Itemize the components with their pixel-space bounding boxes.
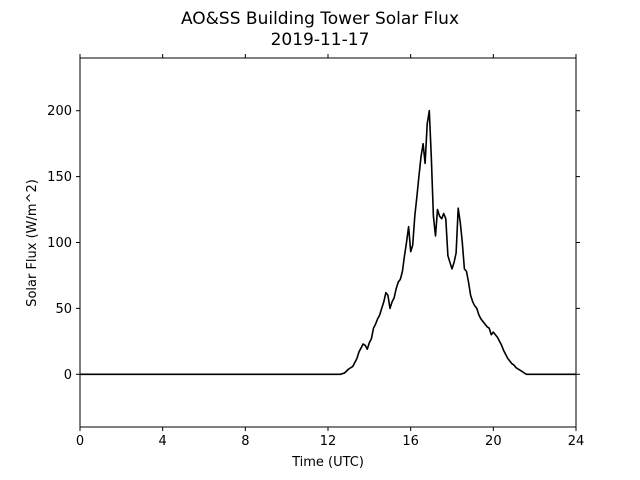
solar-flux-line: [80, 109, 576, 376]
y-tick-label: 200: [47, 104, 72, 119]
chart-title: AO&SS Building Tower Solar Flux: [181, 9, 459, 29]
x-tick-label: 16: [402, 434, 419, 449]
chart-subtitle: 2019-11-17: [271, 30, 370, 50]
y-tick-label: 50: [55, 302, 72, 317]
x-tick-label: 24: [568, 434, 585, 449]
y-tick-label: 150: [47, 170, 72, 185]
x-tick-label: 8: [241, 434, 249, 449]
y-tick-label: 100: [47, 236, 72, 251]
x-tick-label: 0: [76, 434, 84, 449]
y-tick-label: 0: [64, 368, 72, 383]
plot-area: 0 4 8 12 16 20 24 0 50 100 150 200: [47, 54, 584, 449]
y-axis-label: Solar Flux (W/m^2): [25, 179, 40, 307]
plot-frame: [79, 57, 577, 428]
x-tick-label: 20: [485, 434, 502, 449]
x-axis-label: Time (UTC): [291, 455, 364, 470]
x-tick-label: 12: [320, 434, 337, 449]
x-tick-label: 4: [159, 434, 167, 449]
